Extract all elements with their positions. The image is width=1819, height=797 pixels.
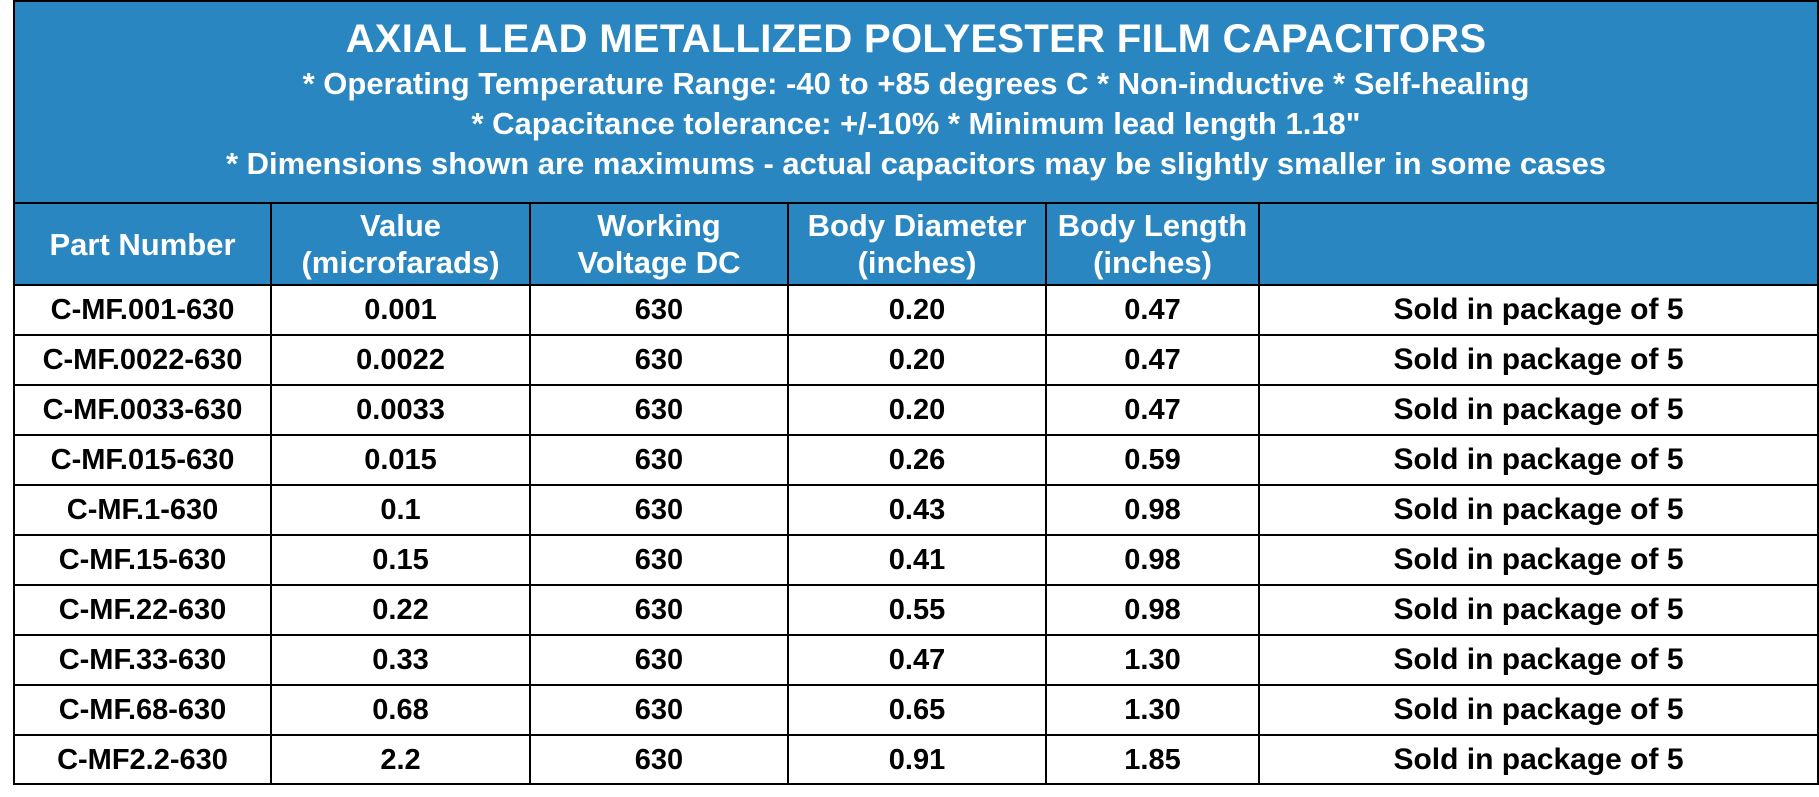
package-cell: Sold in package of 5 (1258, 634, 1817, 686)
diameter-cell: 0.91 (787, 734, 1047, 784)
header-line-2: (inches) (1093, 245, 1212, 280)
diameter-cell: 0.43 (787, 484, 1047, 536)
table-row: C-MF.0022-630 0.0022 630 0.20 0.47 Sold in pa… (15, 334, 1817, 386)
length-cell: 0.59 (1045, 434, 1260, 486)
capacitor-table: Part Number Value (microfarads) Working Volt… (15, 204, 1817, 784)
diameter-cell: 0.20 (787, 284, 1047, 336)
part-number-cell: C-MF.15-630 (15, 534, 272, 586)
diameter-cell: 0.55 (787, 584, 1047, 636)
package-cell: Sold in package of 5 (1258, 734, 1817, 784)
value-cell: 2.2 (270, 734, 531, 784)
part-number-cell: C-MF.001-630 (15, 284, 272, 336)
package-cell: Sold in package of 5 (1258, 384, 1817, 436)
diameter-cell: 0.20 (787, 384, 1047, 436)
value-cell: 0.0022 (270, 334, 531, 386)
col-working-voltage-header: Working Voltage DC (529, 204, 789, 286)
package-cell: Sold in package of 5 (1258, 484, 1817, 536)
table-row: C-MF.22-630 0.22 630 0.55 0.98 Sold in packag… (15, 584, 1817, 636)
length-cell: 0.98 (1045, 534, 1260, 586)
table-body: C-MF.001-630 0.001 630 0.20 0.47 Sold in pack… (15, 284, 1817, 784)
value-cell: 0.68 (270, 684, 531, 736)
table-row: C-MF2.2-630 2.2 630 0.91 1.85 Sold in package… (15, 734, 1817, 784)
table-row: C-MF.68-630 0.68 630 0.65 1.30 Sold in packag… (15, 684, 1817, 736)
value-cell: 0.22 (270, 584, 531, 636)
col-value-header: Value (microfarads) (270, 204, 531, 286)
table-row: C-MF.33-630 0.33 630 0.47 1.30 Sold in packag… (15, 634, 1817, 686)
package-cell: Sold in package of 5 (1258, 684, 1817, 736)
length-cell: 1.85 (1045, 734, 1260, 784)
table-row: C-MF.015-630 0.015 630 0.26 0.59 Sold in pack… (15, 434, 1817, 486)
header-banner: AXIAL LEAD METALLIZED POLYESTER FILM CAP… (15, 2, 1817, 204)
capacitor-spec-sheet: AXIAL LEAD METALLIZED POLYESTER FILM CAP… (13, 0, 1819, 785)
part-number-cell: C-MF2.2-630 (15, 734, 272, 784)
length-cell: 0.47 (1045, 284, 1260, 336)
value-cell: 0.0033 (270, 384, 531, 436)
col-part-number-header: Part Number (15, 204, 272, 286)
voltage-cell: 630 (529, 534, 789, 586)
header-line-1: Part Number (49, 226, 236, 262)
col-package-header (1258, 204, 1817, 286)
table-row: C-MF.15-630 0.15 630 0.41 0.98 Sold in packag… (15, 534, 1817, 586)
value-cell: 0.001 (270, 284, 531, 336)
voltage-cell: 630 (529, 634, 789, 686)
package-cell: Sold in package of 5 (1258, 284, 1817, 336)
part-number-cell: C-MF.1-630 (15, 484, 272, 536)
voltage-cell: 630 (529, 334, 789, 386)
header-line-1: Working (597, 208, 721, 243)
header-line-1: Value (360, 208, 441, 243)
header-line-2: Voltage DC (577, 245, 741, 280)
voltage-cell: 630 (529, 384, 789, 436)
part-number-cell: C-MF.0022-630 (15, 334, 272, 386)
voltage-cell: 630 (529, 734, 789, 784)
header-line-2: (microfarads) (301, 245, 500, 280)
package-cell: Sold in package of 5 (1258, 584, 1817, 636)
col-body-diameter-header: Body Diameter (inches) (787, 204, 1047, 286)
page-title: AXIAL LEAD METALLIZED POLYESTER FILM CAP… (345, 17, 1487, 61)
length-cell: 0.47 (1045, 384, 1260, 436)
part-number-cell: C-MF.22-630 (15, 584, 272, 636)
part-number-cell: C-MF.015-630 (15, 434, 272, 486)
length-cell: 1.30 (1045, 634, 1260, 686)
voltage-cell: 630 (529, 434, 789, 486)
header-line-1: Body Diameter (807, 208, 1027, 243)
part-number-cell: C-MF.33-630 (15, 634, 272, 686)
length-cell: 0.47 (1045, 334, 1260, 386)
length-cell: 0.98 (1045, 484, 1260, 536)
voltage-cell: 630 (529, 284, 789, 336)
diameter-cell: 0.47 (787, 634, 1047, 686)
header-line-2: (inches) (857, 245, 977, 280)
value-cell: 0.33 (270, 634, 531, 686)
table-row: C-MF.001-630 0.001 630 0.20 0.47 Sold in pack… (15, 284, 1817, 336)
header-note-temperature: * Operating Temperature Range: -40 to +8… (302, 66, 1530, 101)
value-cell: 0.15 (270, 534, 531, 586)
value-cell: 0.1 (270, 484, 531, 536)
table-row: C-MF.1-630 0.1 630 0.43 0.98 Sold in package … (15, 484, 1817, 536)
diameter-cell: 0.41 (787, 534, 1047, 586)
diameter-cell: 0.65 (787, 684, 1047, 736)
package-cell: Sold in package of 5 (1258, 434, 1817, 486)
part-number-cell: C-MF.68-630 (15, 684, 272, 736)
voltage-cell: 630 (529, 584, 789, 636)
table-header-row: Part Number Value (microfarads) Working Volt… (15, 204, 1817, 286)
header-note-dimensions: * Dimensions shown are maximums - actual… (225, 146, 1607, 181)
diameter-cell: 0.26 (787, 434, 1047, 486)
voltage-cell: 630 (529, 484, 789, 536)
length-cell: 1.30 (1045, 684, 1260, 736)
header-note-tolerance: * Capacitance tolerance: +/-10% * Minimu… (471, 106, 1361, 141)
value-cell: 0.015 (270, 434, 531, 486)
package-cell: Sold in package of 5 (1258, 334, 1817, 386)
length-cell: 0.98 (1045, 584, 1260, 636)
diameter-cell: 0.20 (787, 334, 1047, 386)
table-row: C-MF.0033-630 0.0033 630 0.20 0.47 Sold in pa… (15, 384, 1817, 436)
voltage-cell: 630 (529, 684, 789, 736)
part-number-cell: C-MF.0033-630 (15, 384, 272, 436)
package-cell: Sold in package of 5 (1258, 534, 1817, 586)
col-body-length-header: Body Length (inches) (1045, 204, 1260, 286)
header-line-1: Body Length (1057, 208, 1248, 243)
